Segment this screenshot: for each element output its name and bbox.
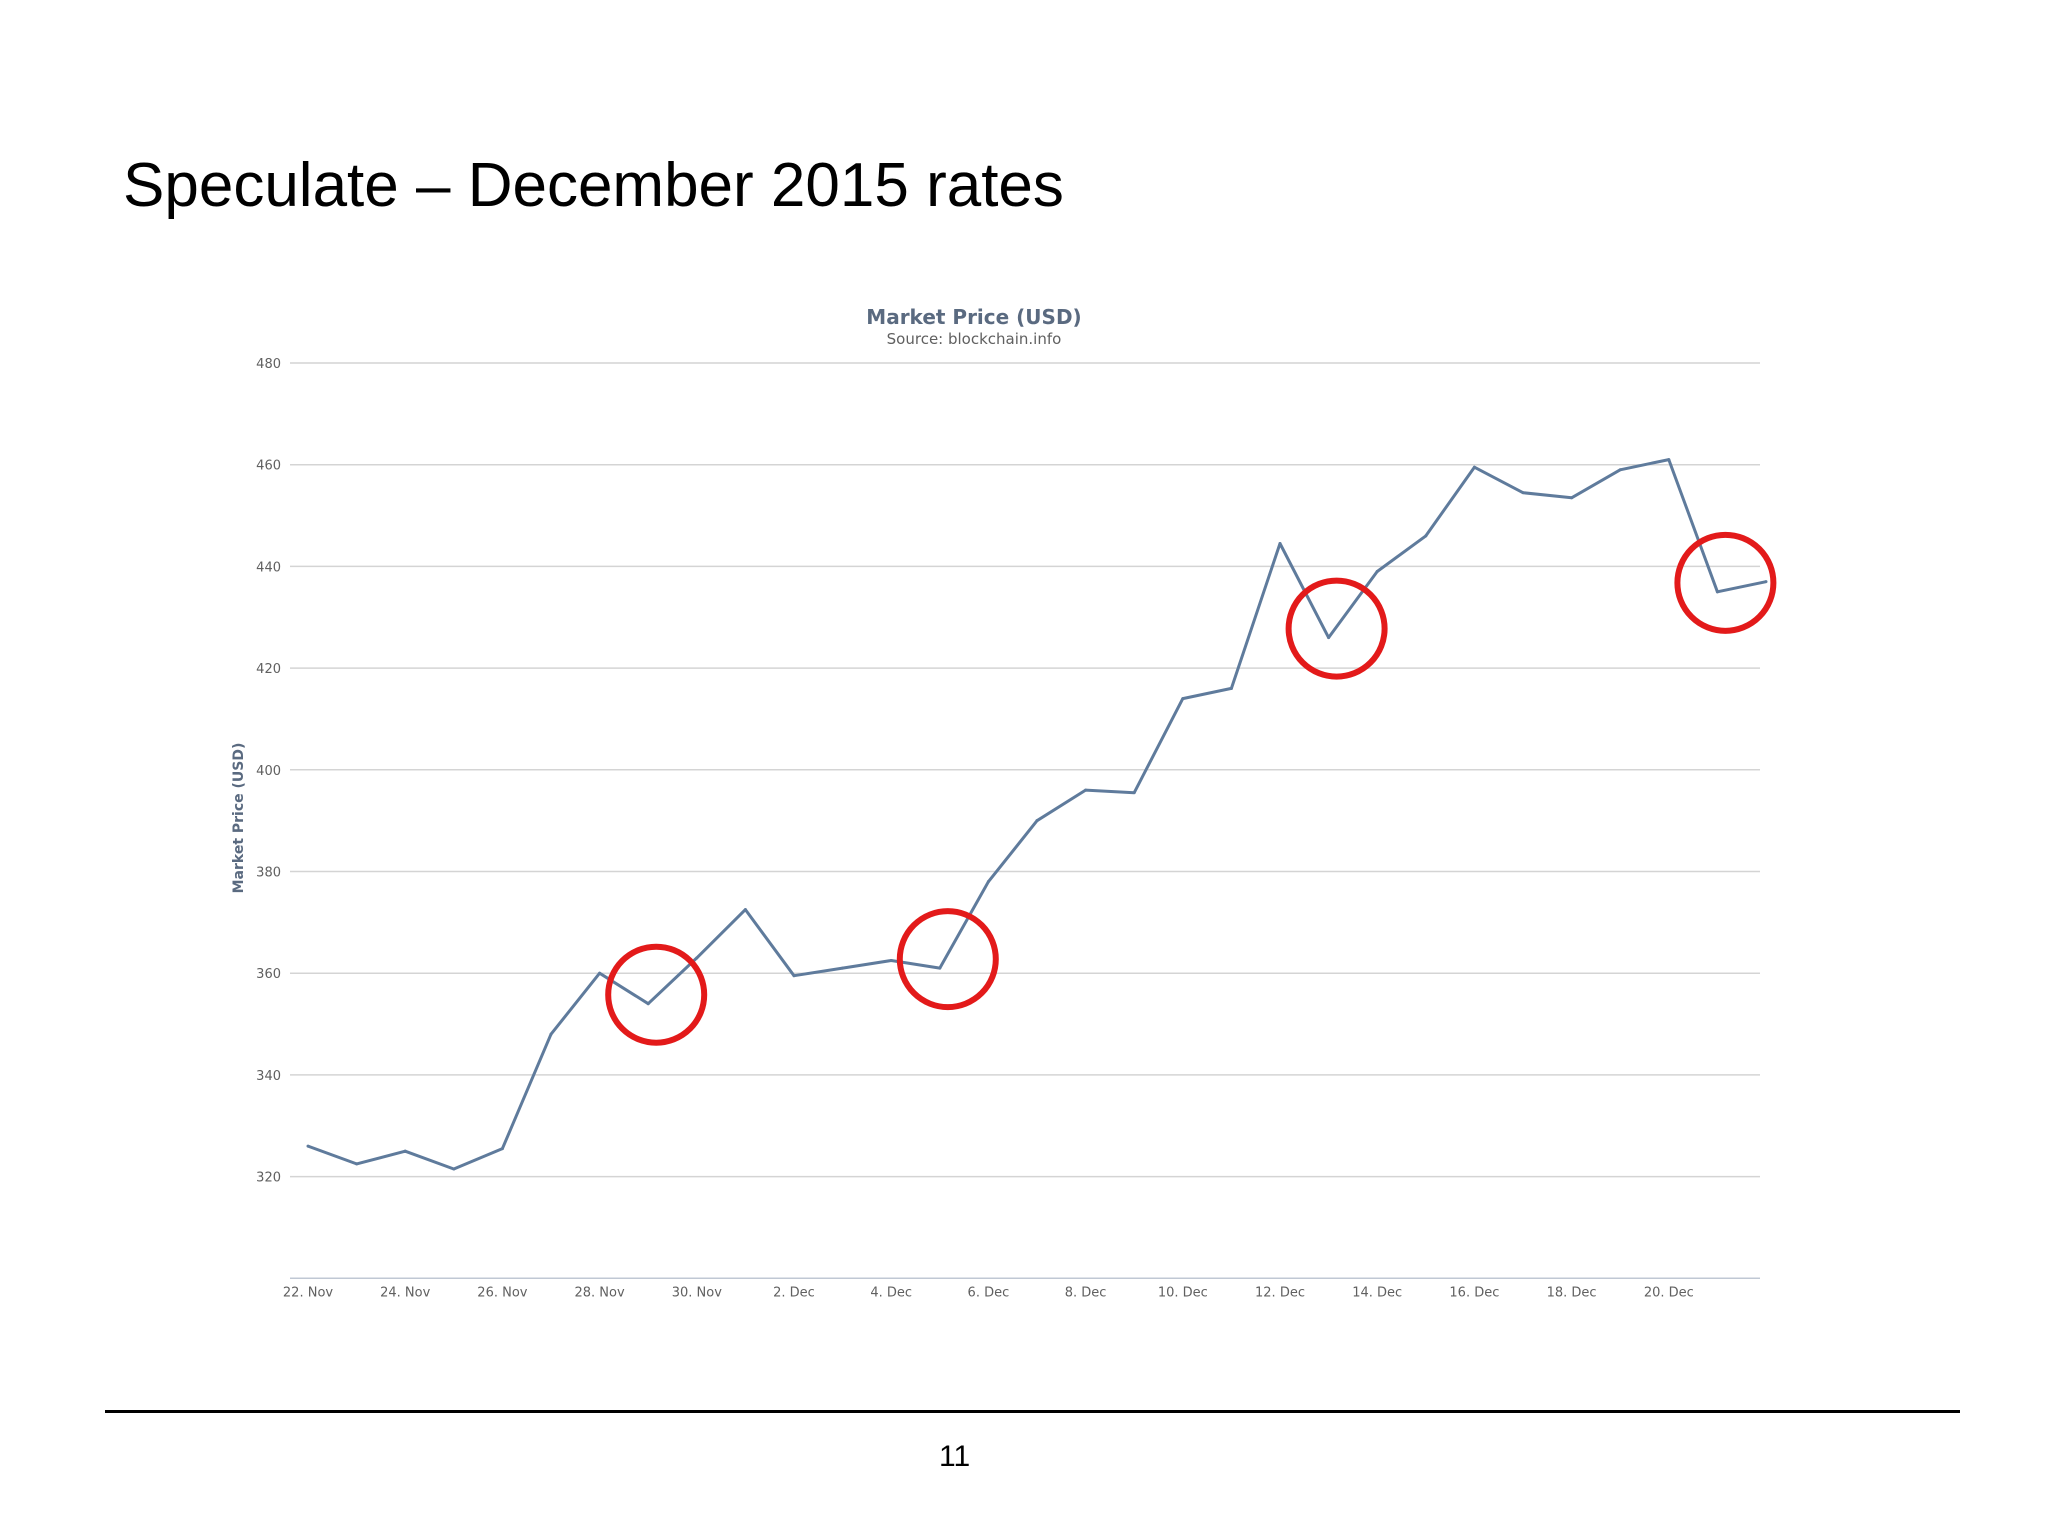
y-tick-label: 460 xyxy=(256,459,281,474)
page-number: 11 xyxy=(939,1440,971,1473)
x-tick-label: 28. Nov xyxy=(575,1285,625,1300)
chart-subtitle: Source: blockchain.info xyxy=(887,330,1062,348)
data-point xyxy=(1472,465,1476,469)
data-point xyxy=(452,1167,456,1171)
data-point xyxy=(792,974,796,978)
y-axis-ticks: 320 340 360 380 400 420 440 460 480 xyxy=(256,357,281,1186)
series-layer xyxy=(306,458,1768,1171)
x-tick-label: 2. Dec xyxy=(773,1285,815,1300)
slide-title: Speculate – December 2015 rates xyxy=(123,151,1064,220)
data-point xyxy=(1229,686,1233,690)
x-tick-label: 6. Dec xyxy=(968,1285,1010,1300)
x-tick-label: 16. Dec xyxy=(1449,1285,1499,1300)
x-tick-label: 10. Dec xyxy=(1158,1285,1208,1300)
highlight-circle xyxy=(896,908,999,1011)
data-point xyxy=(1424,534,1428,538)
x-tick-label: 24. Nov xyxy=(380,1285,430,1300)
y-tick-label: 340 xyxy=(256,1069,281,1084)
x-tick-label: 30. Nov xyxy=(672,1285,722,1300)
y-tick-label: 480 xyxy=(256,357,281,372)
data-point xyxy=(743,908,747,912)
y-tick-label: 420 xyxy=(256,662,281,677)
highlight-circle xyxy=(1285,577,1388,680)
x-tick-label: 12. Dec xyxy=(1255,1285,1305,1300)
data-point xyxy=(1375,569,1379,573)
highlight-circle xyxy=(1674,531,1777,634)
chart-title: Market Price (USD) xyxy=(866,305,1081,329)
data-point xyxy=(1715,590,1719,594)
data-point xyxy=(986,880,990,884)
data-point xyxy=(306,1144,310,1148)
data-point xyxy=(938,966,942,970)
data-point xyxy=(1084,788,1088,792)
data-point xyxy=(1327,636,1331,640)
data-point xyxy=(549,1032,553,1036)
y-axis-label: Market Price (USD) xyxy=(231,743,247,894)
footer-divider xyxy=(105,1410,1960,1413)
x-tick-label: 18. Dec xyxy=(1547,1285,1597,1300)
y-tick-label: 360 xyxy=(256,967,281,982)
y-tick-label: 440 xyxy=(256,560,281,575)
market-price-chart: Market Price (USD) Source: blockchain.in… xyxy=(231,305,1777,1300)
y-tick-label: 400 xyxy=(256,764,281,779)
data-point xyxy=(1521,491,1525,495)
gridlines xyxy=(290,362,1760,1178)
data-point xyxy=(1132,791,1136,795)
data-point xyxy=(1278,542,1282,546)
y-tick-label: 320 xyxy=(256,1171,281,1186)
data-point xyxy=(598,971,602,975)
x-tick-label: 14. Dec xyxy=(1352,1285,1402,1300)
data-point xyxy=(889,958,893,962)
data-point xyxy=(500,1147,504,1151)
data-point xyxy=(1618,468,1622,472)
x-axis-ticks: 22. Nov 24. Nov 26. Nov 28. Nov 30. Nov 2. De… xyxy=(283,1285,1694,1300)
data-point xyxy=(355,1162,359,1166)
data-point xyxy=(1570,496,1574,500)
y-tick-label: 380 xyxy=(256,866,281,881)
data-point xyxy=(1667,458,1671,462)
highlight-circle xyxy=(605,943,708,1046)
data-point xyxy=(1764,580,1768,584)
data-point xyxy=(646,1002,650,1006)
data-point xyxy=(1035,819,1039,823)
x-tick-label: 20. Dec xyxy=(1644,1285,1694,1300)
data-point xyxy=(841,966,845,970)
x-tick-label: 4. Dec xyxy=(870,1285,912,1300)
data-point xyxy=(403,1149,407,1153)
x-tick-label: 8. Dec xyxy=(1065,1285,1107,1300)
x-tick-label: 22. Nov xyxy=(283,1285,333,1300)
highlight-circles xyxy=(605,531,1777,1046)
x-tick-label: 26. Nov xyxy=(477,1285,527,1300)
data-point xyxy=(695,956,699,960)
data-point xyxy=(1181,697,1185,701)
